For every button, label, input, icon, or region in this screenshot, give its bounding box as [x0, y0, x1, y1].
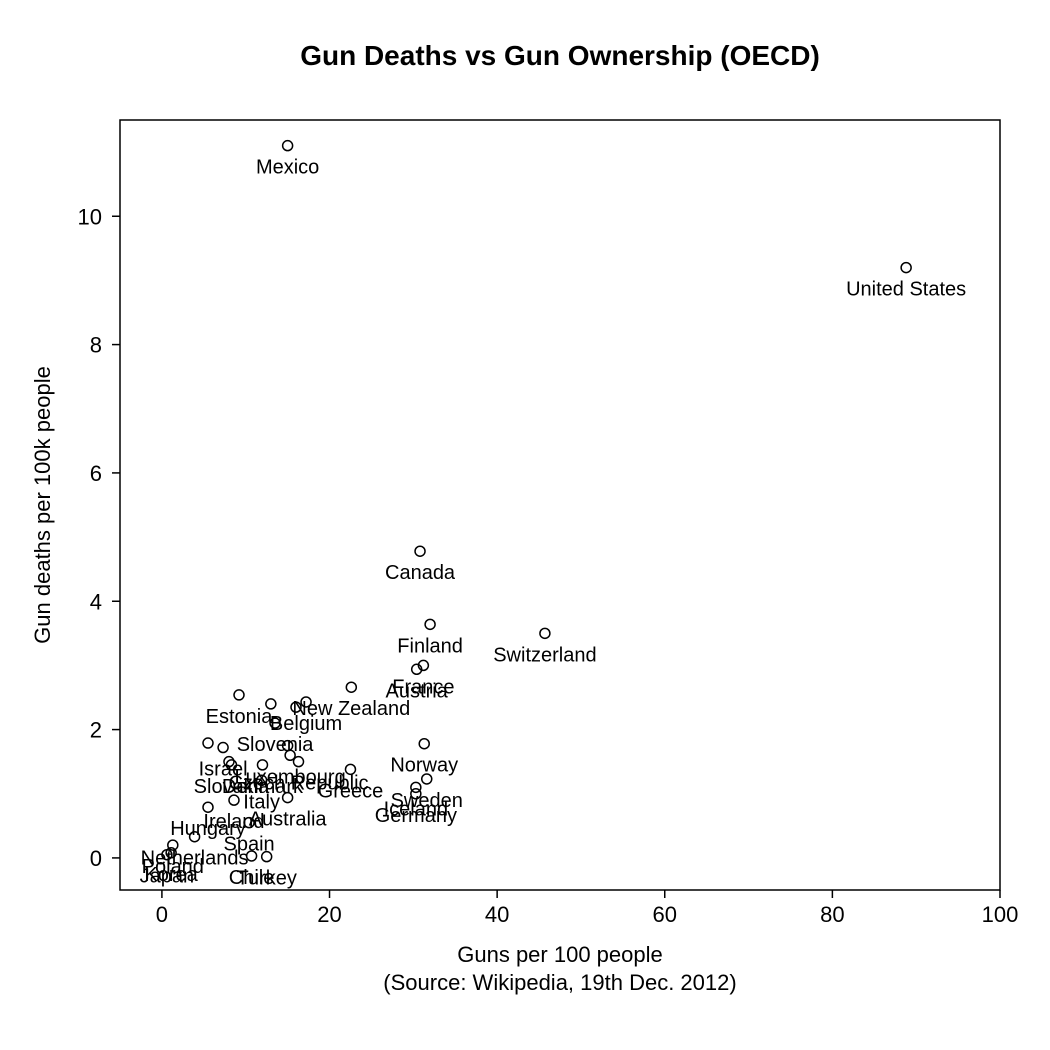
- y-tick-label: 0: [90, 846, 102, 871]
- data-point: [346, 682, 356, 692]
- data-point-label: Belgium: [270, 713, 342, 735]
- data-point-label: United States: [846, 279, 966, 301]
- data-point: [425, 619, 435, 629]
- scatter-chart: 0 20 40 60 80 100 0 2 4 6 8 10 Gun Deaths vs Gun Own…: [0, 0, 1050, 1050]
- data-point-label: Norway: [390, 755, 458, 777]
- data-point: [415, 546, 425, 556]
- data-point-label: Mexico: [256, 157, 319, 179]
- y-tick-label: 2: [90, 718, 102, 743]
- data-point: [203, 738, 213, 748]
- data-point: [218, 743, 228, 753]
- data-point-label: Estonia: [206, 706, 274, 728]
- data-point: [234, 690, 244, 700]
- data-point: [283, 141, 293, 151]
- data-point: [901, 263, 911, 273]
- y-axis-label: Gun deaths per 100k people: [30, 366, 55, 644]
- data-point-label: Germany: [375, 805, 457, 827]
- x-tick-label: 60: [653, 902, 677, 927]
- data-point-label: Switzerland: [493, 644, 596, 666]
- y-tick-label: 10: [78, 204, 102, 229]
- x-tick-label: 20: [317, 902, 341, 927]
- data-point: [419, 739, 429, 749]
- data-point-label: Slovenia: [237, 734, 315, 756]
- data-point-label: Japan: [140, 866, 195, 888]
- data-point: [540, 628, 550, 638]
- x-tick-label: 40: [485, 902, 509, 927]
- data-point-label: Greece: [318, 780, 384, 802]
- data-point-label: Turkey: [236, 868, 296, 890]
- x-axis-sublabel: (Source: Wikipedia, 19th Dec. 2012): [383, 970, 736, 995]
- chart-svg: 0 20 40 60 80 100 0 2 4 6 8 10 Gun Deaths vs Gun Own…: [0, 0, 1050, 1050]
- data-point-label: Canada: [385, 562, 456, 584]
- data-point: [294, 757, 304, 767]
- x-tick-label: 80: [820, 902, 844, 927]
- x-tick-label: 0: [156, 902, 168, 927]
- y-tick-label: 8: [90, 333, 102, 358]
- x-axis-label: Guns per 100 people: [457, 942, 663, 967]
- data-point-label: Finland: [397, 635, 463, 657]
- chart-title: Gun Deaths vs Gun Ownership (OECD): [300, 40, 820, 71]
- x-tick-label: 100: [982, 902, 1019, 927]
- y-tick-label: 4: [90, 589, 102, 614]
- y-tick-label: 6: [90, 461, 102, 486]
